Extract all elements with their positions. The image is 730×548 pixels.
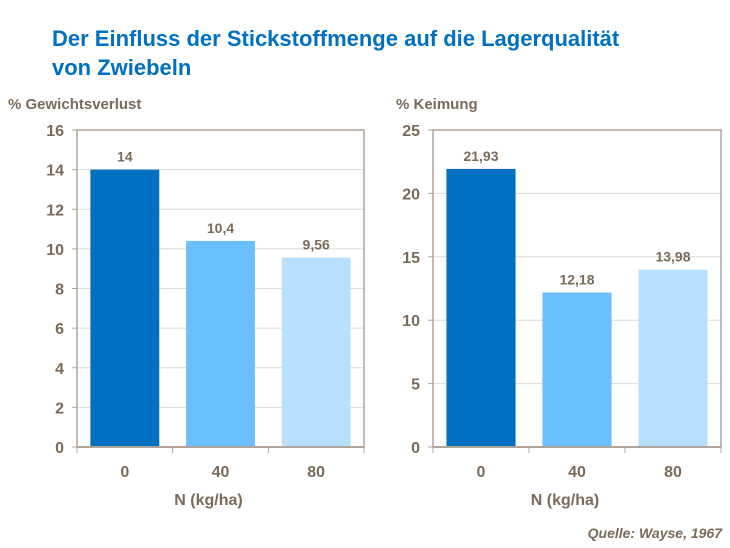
bar-80 (281, 257, 351, 447)
x-tick-label: 0 (120, 464, 129, 481)
data-label: 9,56 (303, 237, 330, 253)
bar-40 (186, 240, 255, 447)
y-tick-label: 10 (46, 242, 64, 259)
y-tick-label: 8 (55, 282, 64, 299)
y-tick-label: 12 (46, 202, 64, 219)
y-tick-label: 25 (402, 123, 420, 140)
y-tick-label: 5 (411, 377, 420, 394)
bar-0 (90, 169, 160, 447)
data-label: 21,93 (463, 148, 498, 164)
title-line-1: Der Einfluss der Stickstoffmenge auf die… (52, 26, 620, 51)
page-title: Der Einfluss der Stickstoffmenge auf die… (52, 24, 619, 82)
chart-2: % Keimung 0 5 10 15 20 25 21,93 0 12,18 40 13,98 80 N… (396, 96, 722, 509)
title-line-2: von Zwiebeln (52, 55, 192, 80)
y-tick-label: 10 (402, 313, 420, 330)
data-label: 12,18 (559, 272, 594, 288)
x-axis-label: N (kg/ha) (531, 492, 599, 509)
y-tick-label: 0 (55, 440, 64, 457)
y-tick-label: 4 (55, 361, 64, 378)
x-tick-label: 80 (664, 464, 682, 481)
x-tick-label: 40 (212, 464, 230, 481)
x-tick-label: 0 (477, 464, 486, 481)
y-axis-label: % Gewichtsverlust (8, 96, 141, 113)
data-label: 14 (117, 149, 133, 165)
y-tick-label: 14 (46, 163, 64, 180)
y-tick-label: 16 (46, 123, 64, 140)
y-tick-label: 6 (55, 321, 64, 338)
y-tick-label: 2 (55, 400, 64, 417)
bar-0 (446, 168, 516, 447)
x-tick-label: 80 (307, 464, 325, 481)
chart-1: % Gewichtsverlust 0 2 4 6 8 10 12 14 16 14 0 10,4 40 9… (8, 96, 365, 509)
data-label: 10,4 (207, 220, 234, 236)
data-label: 13,98 (655, 249, 690, 265)
x-tick-label: 40 (568, 464, 586, 481)
bar-80 (638, 269, 708, 447)
source-note: Quelle: Wayse, 1967 (587, 525, 722, 541)
x-axis-label: N (kg/ha) (174, 492, 242, 509)
bar-40 (542, 292, 612, 447)
y-tick-label: 20 (402, 186, 420, 203)
y-tick-label: 15 (402, 250, 420, 267)
y-tick-label: 0 (411, 440, 420, 457)
y-axis-label: % Keimung (396, 96, 478, 113)
